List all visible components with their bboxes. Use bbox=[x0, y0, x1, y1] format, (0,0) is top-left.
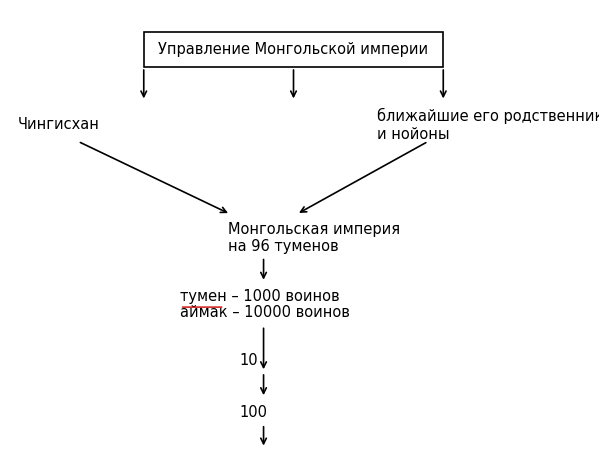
Text: 100: 100 bbox=[240, 405, 268, 420]
Text: Управление Монгольской империи: Управление Монгольской империи bbox=[159, 42, 428, 57]
FancyBboxPatch shape bbox=[144, 32, 443, 67]
Text: Монгольская империя
на 96 туменов: Монгольская империя на 96 туменов bbox=[228, 222, 400, 254]
Text: тумен – 1000 воинов: тумен – 1000 воинов bbox=[180, 289, 339, 304]
Text: аймак – 10000 воинов: аймак – 10000 воинов bbox=[180, 305, 350, 320]
Text: ближайшие его родственники
и нойоны: ближайшие его родственники и нойоны bbox=[377, 108, 599, 142]
Text: Чингисхан: Чингисхан bbox=[18, 117, 100, 132]
Text: 10: 10 bbox=[240, 353, 258, 368]
